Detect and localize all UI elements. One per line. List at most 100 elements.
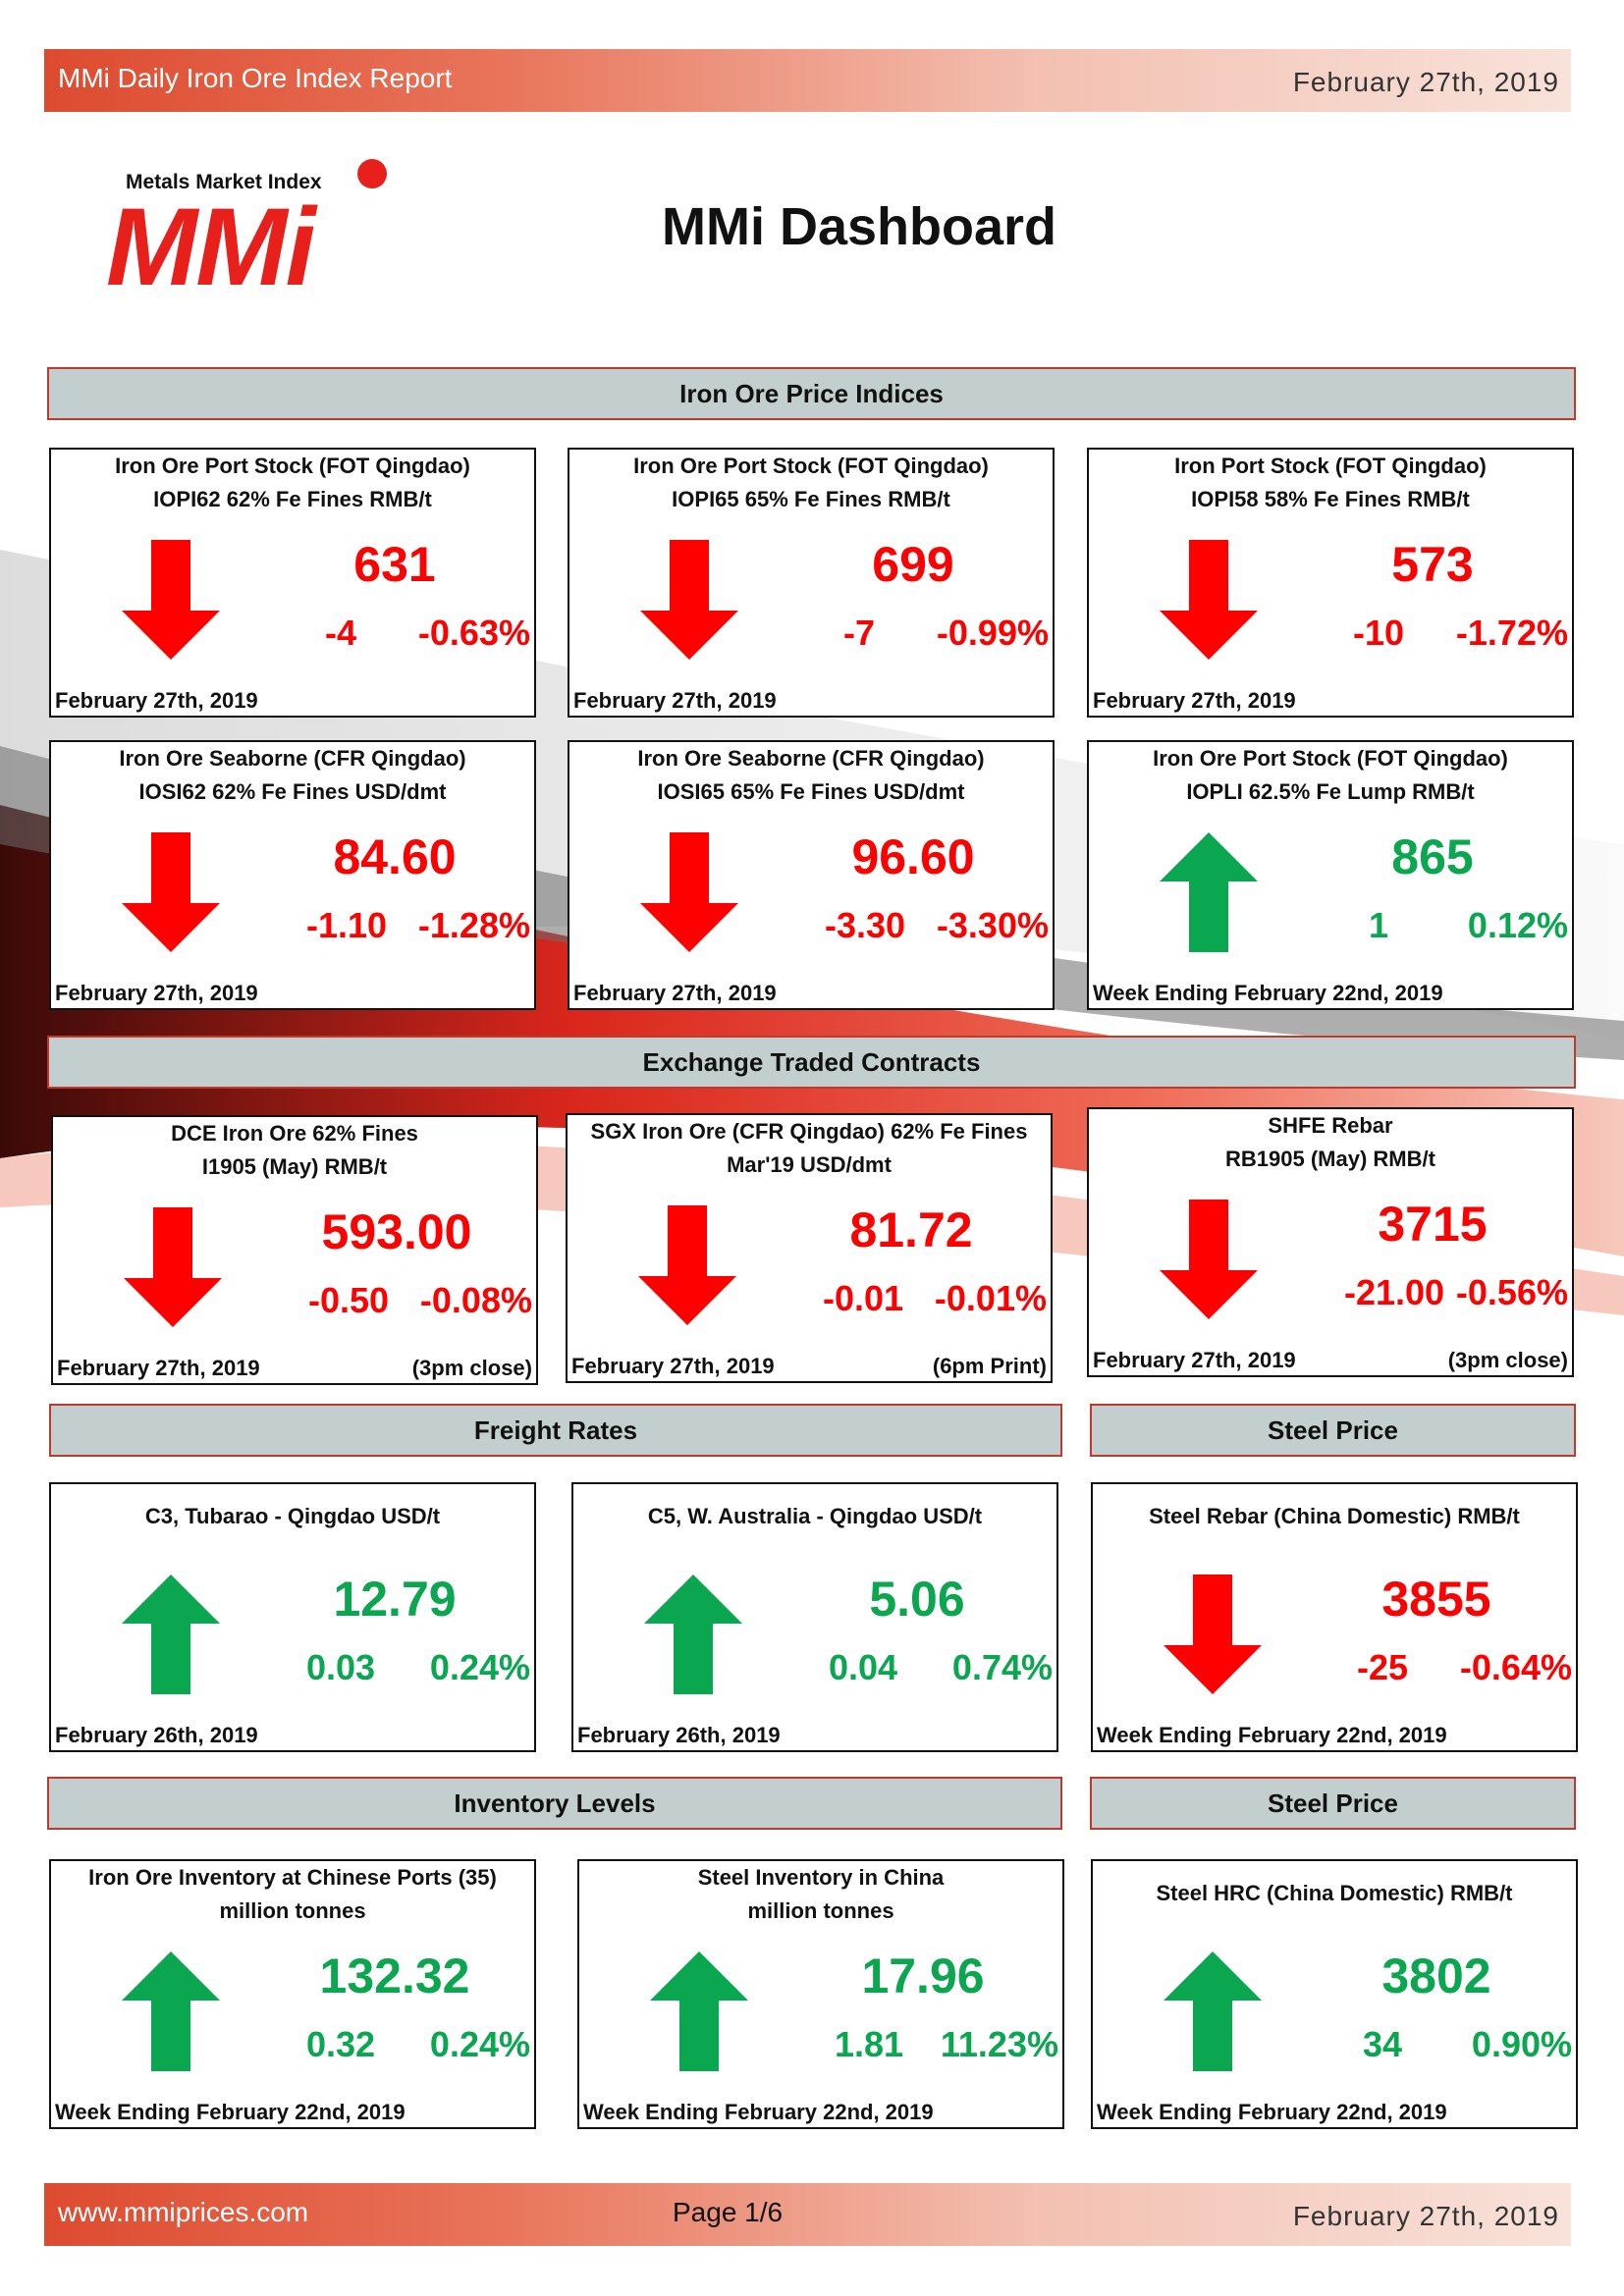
card-title: Iron Port Stock (FOT Qingdao) xyxy=(1174,454,1487,478)
card-title: Iron Ore Seaborne (CFR Qingdao) xyxy=(637,746,985,771)
card-title: Iron Ore Port Stock (FOT Qingdao) xyxy=(633,454,989,478)
down-arrow-icon xyxy=(1160,1200,1258,1319)
index-card: DCE Iron Ore 62% Fines I1905 (May) RMB/t 5… xyxy=(51,1115,538,1385)
index-date: February 27th, 2019 xyxy=(55,981,258,1005)
card-subtitle: IOSI65 65% Fe Fines USD/dmt xyxy=(657,779,965,804)
index-note: (3pm close) xyxy=(1447,1348,1568,1372)
index-card: Steel Rebar (China Domestic) RMB/t 3855 -2… xyxy=(1091,1482,1578,1752)
index-date: Week Ending February 22nd, 2019 xyxy=(583,2100,934,2124)
card-subtitle: RB1905 (May) RMB/t xyxy=(1225,1147,1435,1171)
index-card: Iron Port Stock (FOT Qingdao) IOPI58 58% … xyxy=(1087,448,1574,718)
index-card: Iron Ore Port Stock (FOT Qingdao) IOPI65 … xyxy=(568,448,1055,718)
index-change-percent: 0.74% xyxy=(951,1647,1053,1687)
index-change-percent: -3.30% xyxy=(936,905,1049,945)
page-number: Page 1/6 xyxy=(673,2197,784,2227)
card-title: C3, Tubarao - Qingdao USD/t xyxy=(144,1504,441,1528)
card-subtitle: million tonnes xyxy=(219,1898,366,1923)
index-change-percent: -0.99% xyxy=(936,613,1049,653)
index-date: February 27th, 2019 xyxy=(571,1354,775,1378)
card-title: Iron Ore Port Stock (FOT Qingdao) xyxy=(115,454,470,478)
logo-tagline: Metals Market Index xyxy=(126,171,322,193)
index-card: Steel Inventory in China million tonnes 17… xyxy=(577,1859,1064,2129)
index-date: February 26th, 2019 xyxy=(577,1723,781,1747)
index-change-percent: 0.24% xyxy=(429,2024,530,2064)
index-date: February 27th, 2019 xyxy=(1093,688,1296,713)
index-change-percent: -0.01% xyxy=(934,1278,1047,1318)
card-title: C5, W. Australia - Qingdao USD/t xyxy=(647,1504,983,1528)
index-change-percent: -0.08% xyxy=(419,1280,532,1320)
index-value: 81.72 xyxy=(849,1202,973,1257)
section-iron-ore-price-indices: Iron Ore Price Indices xyxy=(47,367,1576,420)
index-card: Iron Ore Seaborne (CFR Qingdao) IOSI65 65… xyxy=(568,740,1055,1010)
up-arrow-icon xyxy=(1164,1951,1262,2071)
index-change-percent: 0.12% xyxy=(1467,905,1568,945)
index-change: -10 xyxy=(1352,613,1405,653)
index-date: Week Ending February 22nd, 2019 xyxy=(1093,981,1443,1005)
index-change: -0.50 xyxy=(308,1280,390,1320)
index-date: Week Ending February 22nd, 2019 xyxy=(1097,1723,1447,1747)
index-value: 573 xyxy=(1391,537,1474,592)
down-arrow-icon xyxy=(640,832,738,952)
index-value: 5.06 xyxy=(869,1572,965,1627)
index-card: SGX Iron Ore (CFR Qingdao) 62% Fe Fines M… xyxy=(566,1113,1053,1383)
index-card: Iron Ore Port Stock (FOT Qingdao) IOPLI 6… xyxy=(1087,740,1574,1010)
up-arrow-icon xyxy=(122,1951,220,2071)
down-arrow-icon xyxy=(1164,1575,1262,1694)
logo-mark: MMi xyxy=(106,186,316,308)
index-date: February 27th, 2019 xyxy=(573,688,777,713)
index-value: 3855 xyxy=(1381,1572,1491,1627)
card-subtitle: IOPI62 62% Fe Fines RMB/t xyxy=(153,487,432,511)
index-date: February 27th, 2019 xyxy=(573,981,777,1005)
index-change: -4 xyxy=(324,613,356,653)
down-arrow-icon xyxy=(1160,540,1258,660)
index-value: 3715 xyxy=(1378,1197,1488,1252)
index-card: SHFE Rebar RB1905 (May) RMB/t 3715 -21.00 -0… xyxy=(1087,1107,1574,1377)
index-card: C5, W. Australia - Qingdao USD/t 5.06 0.04… xyxy=(571,1482,1058,1752)
index-card: Steel HRC (China Domestic) RMB/t 3802 34 0.… xyxy=(1091,1859,1578,2129)
footer-band: www.mmiprices.com Page 1/6 February 27th… xyxy=(44,2183,1571,2246)
website-link[interactable]: www.mmiprices.com xyxy=(58,2197,309,2227)
index-change: 0.32 xyxy=(306,2024,376,2064)
index-value: 865 xyxy=(1391,829,1474,884)
index-note: (3pm close) xyxy=(411,1356,532,1380)
index-date: February 27th, 2019 xyxy=(55,688,258,713)
index-value: 12.79 xyxy=(333,1572,457,1627)
header-band: MMi Daily Iron Ore Index Report February… xyxy=(44,49,1571,112)
card-subtitle: IOSI62 62% Fe Fines USD/dmt xyxy=(138,779,447,804)
down-arrow-icon xyxy=(124,1207,222,1327)
index-change: 0.03 xyxy=(306,1647,376,1687)
section-freight-rates: Freight Rates xyxy=(49,1404,1062,1457)
index-change-percent: 11.23% xyxy=(940,2024,1058,2064)
up-arrow-icon xyxy=(650,1951,748,2071)
logo-dot xyxy=(357,159,387,188)
index-value: 593.00 xyxy=(321,1204,472,1259)
card-subtitle: IOPLI 62.5% Fe Lump RMB/t xyxy=(1186,779,1475,804)
card-title: Iron Ore Port Stock (FOT Qingdao) xyxy=(1153,746,1508,771)
index-value: 84.60 xyxy=(333,829,457,884)
index-change-percent: 0.90% xyxy=(1471,2024,1572,2064)
index-change: 34 xyxy=(1362,2024,1403,2064)
card-subtitle: Mar'19 USD/dmt xyxy=(727,1152,892,1177)
index-change: 1.81 xyxy=(835,2024,904,2064)
index-change: -7 xyxy=(842,613,875,653)
up-arrow-icon xyxy=(644,1575,742,1694)
index-value: 96.60 xyxy=(851,829,975,884)
card-title: Iron Ore Inventory at Chinese Ports (35) xyxy=(88,1865,497,1890)
index-change: -3.30 xyxy=(825,905,906,945)
index-card: Iron Ore Inventory at Chinese Ports (35)… xyxy=(49,1859,536,2129)
card-title: SHFE Rebar xyxy=(1268,1113,1393,1138)
up-arrow-icon xyxy=(122,1575,220,1694)
index-value: 631 xyxy=(353,537,436,592)
section-steel-price: Steel Price xyxy=(1090,1404,1576,1457)
index-card: Iron Ore Port Stock (FOT Qingdao) IOPI62 … xyxy=(49,448,536,718)
card-subtitle: million tonnes xyxy=(747,1898,894,1923)
card-title: Iron Ore Seaborne (CFR Qingdao) xyxy=(119,746,466,771)
down-arrow-icon xyxy=(122,832,220,952)
index-value: 3802 xyxy=(1381,1949,1491,2003)
index-date: February 27th, 2019 xyxy=(57,1356,260,1380)
down-arrow-icon xyxy=(640,540,738,660)
card-subtitle: I1905 (May) RMB/t xyxy=(201,1154,388,1179)
down-arrow-icon xyxy=(122,540,220,660)
index-change: 1 xyxy=(1368,905,1389,945)
index-value: 17.96 xyxy=(861,1949,985,2003)
